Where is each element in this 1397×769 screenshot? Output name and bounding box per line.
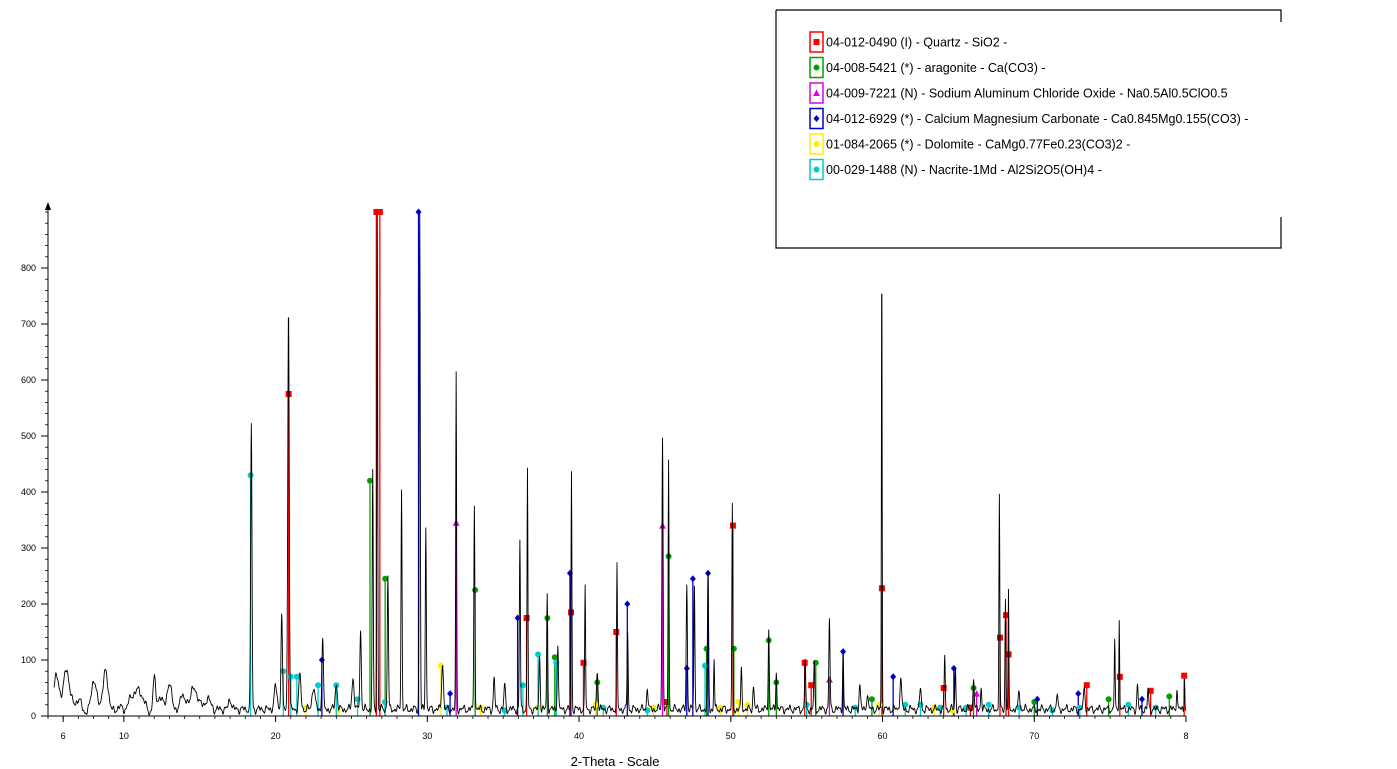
x-tick-label: 30 xyxy=(422,731,432,741)
y-tick-label: 700 xyxy=(21,319,36,329)
peak-marker xyxy=(287,673,294,680)
peak-marker xyxy=(890,673,897,681)
legend-label: 00-029-1488 (N) - Nacrite-1Md - Al2Si2O5… xyxy=(826,163,1102,177)
legend: 04-012-0490 (I) - Quartz - SiO2 - 04-008-… xyxy=(775,9,1282,249)
peak-marker xyxy=(985,701,992,708)
legend-border xyxy=(775,9,1282,249)
peak-marker xyxy=(868,696,875,703)
peak-marker xyxy=(702,662,709,669)
peak-marker xyxy=(1181,672,1188,679)
legend-swatch-marker xyxy=(813,166,820,173)
peak-marker xyxy=(1034,695,1041,703)
peak-marker xyxy=(315,682,322,689)
legend-label: 01-084-2065 (*) - Dolomite - CaMg0.77Fe0… xyxy=(826,138,1130,152)
legend-items: 04-012-0490 (I) - Quartz - SiO2 - 04-008-… xyxy=(809,31,1248,181)
x-tick-label: 70 xyxy=(1029,731,1039,741)
x-tick-label: 60 xyxy=(878,731,888,741)
peak-marker xyxy=(293,673,300,680)
peak-marker xyxy=(535,651,542,658)
x-tick-label: 20 xyxy=(271,731,281,741)
peak-marker xyxy=(373,209,380,215)
peak-marker xyxy=(683,664,690,672)
peak-marker xyxy=(1083,682,1090,689)
peak-marker xyxy=(689,575,696,583)
y-tick-label: 200 xyxy=(21,599,36,609)
peak-marker xyxy=(973,690,981,697)
peak-marker xyxy=(1147,687,1154,694)
peak-marker xyxy=(730,645,737,652)
peak-marker xyxy=(580,659,587,666)
peak-marker xyxy=(1075,690,1082,698)
peak-marker xyxy=(447,690,454,698)
peak-marker xyxy=(967,704,974,711)
peak-marker xyxy=(1166,693,1173,700)
x-tick-label: 40 xyxy=(574,731,584,741)
legend-swatch-marker xyxy=(813,64,820,71)
legend-item: 04-008-5421 (*) - aragonite - Ca(CO3) - xyxy=(809,56,1046,79)
y-tick-label: 100 xyxy=(21,655,36,665)
legend-swatch-marker xyxy=(813,89,820,96)
peak-marker xyxy=(878,585,885,592)
peak-marker xyxy=(382,575,389,582)
peak-marker xyxy=(1138,695,1145,703)
legend-item: 01-084-2065 (*) - Dolomite - CaMg0.77Fe0… xyxy=(809,133,1130,155)
legend-swatch-marker xyxy=(813,39,820,45)
y-tick-label: 300 xyxy=(21,543,36,553)
peak-marker xyxy=(624,600,631,608)
peak-marker xyxy=(659,522,667,529)
y-tick-label: 400 xyxy=(21,487,36,497)
x-tick-label: 10 xyxy=(119,731,129,741)
legend-label: 04-008-5421 (*) - aragonite - Ca(CO3) - xyxy=(826,61,1046,75)
peak-marker xyxy=(1105,696,1112,703)
peak-marker xyxy=(415,208,422,216)
y-tick-label: 600 xyxy=(21,375,36,385)
peak-marker xyxy=(717,704,724,711)
legend-label: 04-012-0490 (I) - Quartz - SiO2 - xyxy=(826,36,1007,50)
x-tick-label: 6 xyxy=(61,731,66,741)
legend-swatch-marker xyxy=(813,141,820,147)
peak-marker xyxy=(376,209,383,215)
y-tick-label: 0 xyxy=(31,711,36,721)
axes: 6 10 20 30 40 50 60 70 8010020030040050060070080… xyxy=(21,202,1189,741)
peak-marker xyxy=(1125,701,1132,708)
reference-series-2 xyxy=(452,519,981,716)
peak-marker xyxy=(280,668,287,675)
peak-marker xyxy=(902,701,909,708)
peak-marker xyxy=(840,648,847,656)
peak-marker xyxy=(366,477,373,484)
plot-area xyxy=(53,208,1188,716)
peak-marker xyxy=(452,519,460,526)
legend-item: 00-029-1488 (N) - Nacrite-1Md - Al2Si2O5… xyxy=(809,158,1102,181)
legend-box xyxy=(776,10,1281,248)
peak-marker xyxy=(729,522,736,529)
x-tick-label: 50 xyxy=(726,731,736,741)
y-tick-label: 800 xyxy=(21,263,36,273)
legend-label: 04-009-7221 (N) - Sodium Aluminum Chlori… xyxy=(826,87,1228,101)
peak-marker xyxy=(808,682,815,689)
reference-series-5 xyxy=(247,472,1159,716)
peak-marker xyxy=(551,654,558,661)
peak-marker xyxy=(519,682,526,689)
y-tick-label: 500 xyxy=(21,431,36,441)
peak-marker xyxy=(970,685,977,691)
legend-label: 04-012-6929 (*) - Calcium Magnesium Carb… xyxy=(826,112,1248,126)
legend-swatch-marker xyxy=(813,115,820,122)
peak-marker xyxy=(825,676,833,683)
x-axis-title: 2-Theta - Scale xyxy=(571,754,660,769)
peak-marker xyxy=(594,679,601,686)
x-tick-label: 8 xyxy=(1183,731,1188,741)
legend-item: 04-012-6929 (*) - Calcium Magnesium Carb… xyxy=(809,107,1248,130)
legend-item: 04-009-7221 (N) - Sodium Aluminum Chlori… xyxy=(809,82,1228,104)
measured-pattern-line xyxy=(53,211,1187,716)
y-axis-arrow xyxy=(45,202,51,210)
legend-item: 04-012-0490 (I) - Quartz - SiO2 - xyxy=(809,31,1007,53)
